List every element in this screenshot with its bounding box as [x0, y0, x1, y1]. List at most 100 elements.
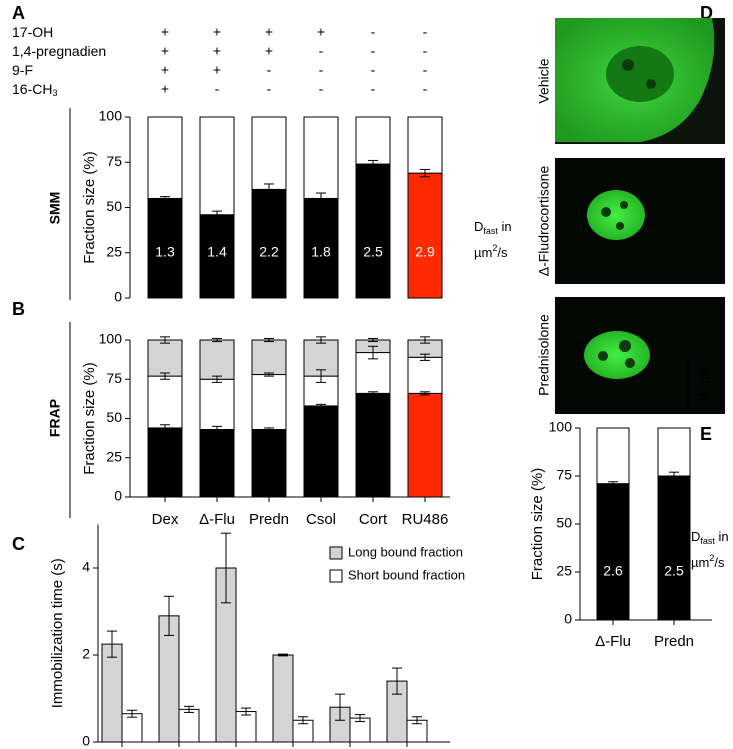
scale-bar-label: 10 µm	[696, 364, 712, 403]
treatment-mark: -	[371, 81, 376, 97]
bar	[235, 711, 257, 743]
treatment-mark: +	[317, 24, 325, 40]
panel-letter: D	[700, 3, 713, 23]
annotation-unit: µm	[691, 555, 709, 570]
treatment-mark: -	[423, 81, 428, 97]
value-label: 2.5	[664, 563, 684, 579]
y-tick-label: 75	[106, 153, 122, 169]
x-tick-label: Dex	[152, 511, 179, 528]
row-label: 9-F	[12, 62, 33, 78]
treatment-mark: +	[213, 62, 221, 78]
value-label: 2.9	[415, 243, 435, 259]
panel-letter: C	[12, 534, 25, 554]
bar-segment	[355, 392, 391, 498]
annotation-unit-end: /s	[714, 555, 725, 570]
bar-segment	[199, 116, 235, 216]
image-label: Vehicle	[536, 58, 552, 103]
y-tick-label: 0	[82, 733, 90, 749]
y-tick-label: 0	[114, 488, 122, 504]
value-label: 2.6	[603, 563, 623, 579]
panel-letter: A	[12, 3, 25, 23]
annotation-symbol: D	[474, 219, 483, 234]
row-label-text: 17-OH	[12, 24, 53, 40]
x-tick-label: Cort	[359, 511, 388, 528]
value-label: 1.8	[311, 243, 331, 259]
x-tick-label: RU486	[402, 511, 449, 528]
bar-segment	[355, 116, 391, 165]
annotation-symbol: D	[691, 529, 700, 544]
treatment-mark: +	[213, 24, 221, 40]
treatment-mark: +	[265, 43, 273, 59]
annotation-text: in	[715, 529, 729, 544]
treatment-mark: -	[215, 81, 220, 97]
treatment-mark: -	[267, 81, 272, 97]
row-label: 17-OH	[12, 24, 53, 40]
treatment-mark: -	[319, 62, 324, 78]
treatment-mark: +	[161, 43, 169, 59]
annotation-superscript: 2	[492, 243, 497, 253]
bar-segment	[596, 483, 630, 621]
bar-segment	[407, 172, 443, 299]
value-label: 1.3	[155, 243, 175, 259]
y-tick-label: 4	[82, 559, 90, 575]
bar-segment	[251, 339, 287, 376]
method-label: SMM	[47, 192, 63, 225]
bar-segment	[147, 375, 183, 429]
value-label: 1.4	[207, 243, 227, 259]
annotation: Dfast in	[691, 529, 729, 546]
treatment-mark: -	[319, 43, 324, 59]
treatment-mark: -	[319, 81, 324, 97]
y-tick-label: 0	[564, 611, 572, 627]
bar-segment	[147, 116, 183, 199]
bar	[178, 708, 200, 743]
row-label-text: 16-CH	[12, 81, 52, 97]
bar-segment	[147, 339, 183, 377]
bar	[101, 643, 123, 743]
treatment-mark: +	[161, 62, 169, 78]
panel-letter: E	[700, 424, 712, 444]
y-tick-label: 50	[106, 409, 122, 425]
bar-segment	[303, 116, 339, 199]
bar-segment	[407, 392, 443, 498]
row-label-text: 9-F	[12, 62, 33, 78]
row-label-text: 1,4-pregnadien	[12, 43, 106, 59]
annotation-unit-end: /s	[497, 245, 508, 260]
y-tick-label: 0	[114, 289, 122, 305]
row-label-sub: 3	[52, 88, 57, 98]
y-tick-label: 100	[549, 419, 573, 435]
annotation: µm2/s	[691, 553, 725, 570]
annotation-superscript: 2	[709, 553, 714, 563]
y-tick-label: 100	[99, 108, 123, 124]
x-tick-label: Csol	[306, 511, 336, 528]
image-label: Δ-Fludrocortisone	[536, 166, 552, 277]
bar-segment	[596, 427, 630, 485]
annotation: Dfast in	[474, 219, 512, 236]
method-label: FRAP	[47, 399, 63, 437]
treatment-mark: +	[265, 24, 273, 40]
annotation: µm2/s	[474, 243, 508, 260]
annotation-subscript: fast	[700, 536, 715, 546]
treatment-mark: +	[213, 43, 221, 59]
y-tick-label: 75	[106, 370, 122, 386]
y-tick-label: 25	[556, 563, 572, 579]
panel-letter: B	[12, 299, 25, 319]
treatment-mark: -	[423, 24, 428, 40]
bar-segment	[657, 475, 691, 621]
bar-segment	[199, 378, 235, 430]
image-fludrocortisone	[555, 158, 725, 284]
bar-segment	[303, 197, 339, 299]
legend-label: Long bound fraction	[348, 544, 463, 559]
panel-d: D Vehicle Δ-Fludrocortisone Prednisolone…	[536, 3, 725, 414]
bar-segment	[147, 427, 183, 498]
value-label: 2.2	[259, 243, 279, 259]
treatment-mark: +	[161, 24, 169, 40]
y-axis-label: Immobilization time (s)	[49, 558, 66, 708]
treatment-mark: -	[371, 62, 376, 78]
value-label: 2.5	[363, 243, 383, 259]
legend-swatch	[329, 569, 343, 583]
bar-segment	[355, 163, 391, 299]
x-tick-label: Predn	[654, 633, 694, 650]
treatment-mark: +	[161, 81, 169, 97]
image-prednisolone	[555, 297, 725, 414]
